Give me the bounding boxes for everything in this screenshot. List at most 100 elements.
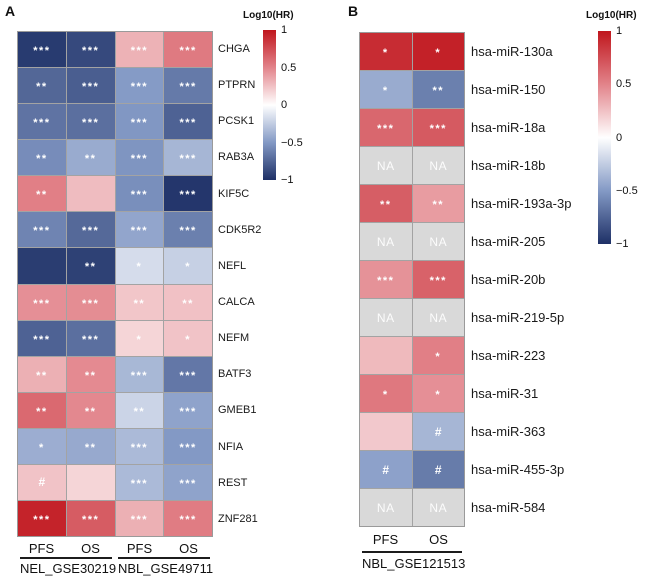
cell-annotation: ***	[130, 81, 149, 94]
heatmap-cell: **	[66, 392, 115, 428]
heatmap-cell: *	[164, 248, 212, 284]
heatmap-cell: **	[412, 71, 464, 108]
row-label: KIF5C	[218, 187, 250, 200]
heatmap-cell: *	[115, 248, 164, 284]
cell-annotation: *	[382, 47, 389, 59]
cell-annotation: **	[432, 199, 445, 211]
cell-annotation: **	[379, 199, 392, 211]
dataset-label: NBL_GSE49711	[118, 561, 214, 576]
heatmap-cell: ***	[66, 212, 115, 248]
cell-annotation: ***	[377, 275, 395, 287]
heatmap-cell: **	[18, 140, 66, 176]
heatmap-cell: NA	[412, 223, 464, 260]
heatmap-cell: ***	[115, 464, 164, 500]
cell-annotation: ***	[81, 117, 100, 130]
row-label: hsa-miR-584	[471, 500, 546, 516]
row-label: hsa-miR-31	[471, 386, 539, 402]
column-labels-a: PFS OS PFS OS	[17, 541, 213, 556]
cell-annotation: NA	[376, 234, 395, 249]
heatmap-cell: ***	[115, 32, 164, 68]
row-label: hsa-miR-223	[471, 348, 546, 364]
cell-annotation: ***	[33, 117, 51, 130]
cell-annotation: ***	[429, 123, 447, 135]
heatmap-cell: **	[66, 356, 115, 392]
group-underline	[20, 557, 112, 559]
heatmap-cell: ***	[66, 104, 115, 140]
heatmap-cell: ***	[115, 176, 164, 212]
legend-colorbar-b	[598, 31, 611, 244]
row-label: PTPRN	[218, 79, 256, 92]
column-label: OS	[429, 532, 448, 547]
heatmap-cell: ***	[164, 428, 212, 464]
dataset-label: NEL_GSE30219	[20, 561, 117, 576]
heatmap-cell: #	[412, 413, 464, 450]
cell-annotation: *	[185, 261, 192, 274]
row-label: hsa-miR-150	[471, 81, 546, 97]
heatmap-cell: ***	[412, 261, 464, 298]
legend-colorbar-a	[263, 30, 276, 180]
heatmap-cell: *	[360, 375, 412, 412]
row-labels-b: hsa-miR-130a hsa-miR-150 hsa-miR-18a hsa-mi…	[471, 32, 601, 527]
cell-annotation: **	[36, 369, 48, 382]
cell-annotation: #	[382, 462, 390, 477]
cell-annotation: ***	[377, 123, 395, 135]
heatmap-cell	[66, 464, 115, 500]
heatmap-cell: ***	[164, 212, 212, 248]
cell-annotation: ***	[81, 225, 100, 238]
column-labels-b: PFS OS	[359, 532, 465, 547]
heatmap-cell: *	[18, 428, 66, 464]
heatmap-cell: ***	[18, 104, 66, 140]
cell-annotation: #	[434, 424, 442, 439]
cell-annotation: **	[84, 261, 97, 274]
heatmap-cell	[66, 176, 115, 212]
heatmap-cell: ***	[164, 104, 212, 140]
cell-annotation: ***	[179, 45, 197, 58]
row-label: CALCA	[218, 296, 255, 309]
cell-annotation: ***	[179, 441, 197, 454]
cell-annotation: **	[133, 405, 146, 418]
heatmap-cell: **	[412, 185, 464, 222]
heatmap-cell: ***	[18, 500, 66, 536]
cell-annotation: ***	[179, 477, 197, 490]
legend-tick-label: −0.5	[616, 184, 638, 197]
heatmap-cell: ***	[164, 392, 212, 428]
heatmap-cell: ***	[360, 109, 412, 146]
heatmap-cell: ***	[164, 464, 212, 500]
heatmap-cell: *	[412, 337, 464, 374]
row-label: hsa-miR-363	[471, 424, 546, 440]
cell-annotation: *	[435, 47, 442, 59]
legend-tick-label: −1	[281, 174, 294, 186]
legend-tick-label: 1	[616, 25, 623, 37]
cell-annotation: ***	[81, 45, 100, 58]
cell-annotation: ***	[179, 225, 197, 238]
cell-annotation: ***	[130, 189, 149, 202]
heatmap-cell: NA	[360, 489, 412, 526]
cell-annotation: ***	[130, 117, 149, 130]
heatmap-cell: ***	[164, 68, 212, 104]
heatmap-cell: **	[360, 185, 412, 222]
cell-annotation: ***	[179, 405, 197, 418]
legend-tick-label: −0.5	[281, 136, 303, 149]
cell-annotation: **	[36, 189, 48, 202]
cell-annotation: ***	[81, 333, 100, 346]
row-label: hsa-miR-18a	[471, 119, 546, 135]
row-label: BATF3	[218, 368, 252, 381]
heatmap-cell: **	[18, 392, 66, 428]
cell-annotation: #	[434, 462, 442, 477]
heatmap-cell: **	[115, 392, 164, 428]
heatmap-cell: *	[115, 320, 164, 356]
cell-annotation: NA	[376, 158, 395, 173]
cell-annotation: NA	[429, 500, 448, 515]
column-label: PFS	[28, 541, 55, 556]
column-label: OS	[179, 541, 198, 556]
row-label: hsa-miR-20b	[471, 272, 546, 287]
column-label: PFS	[126, 541, 153, 556]
cell-annotation: #	[38, 475, 46, 490]
heatmap-cell	[360, 337, 412, 374]
cell-annotation: ***	[179, 117, 197, 130]
cell-annotation: ***	[33, 297, 51, 310]
column-label: OS	[81, 541, 100, 556]
heatmap-cell: **	[18, 176, 66, 212]
heatmap-cell: ***	[66, 32, 115, 68]
